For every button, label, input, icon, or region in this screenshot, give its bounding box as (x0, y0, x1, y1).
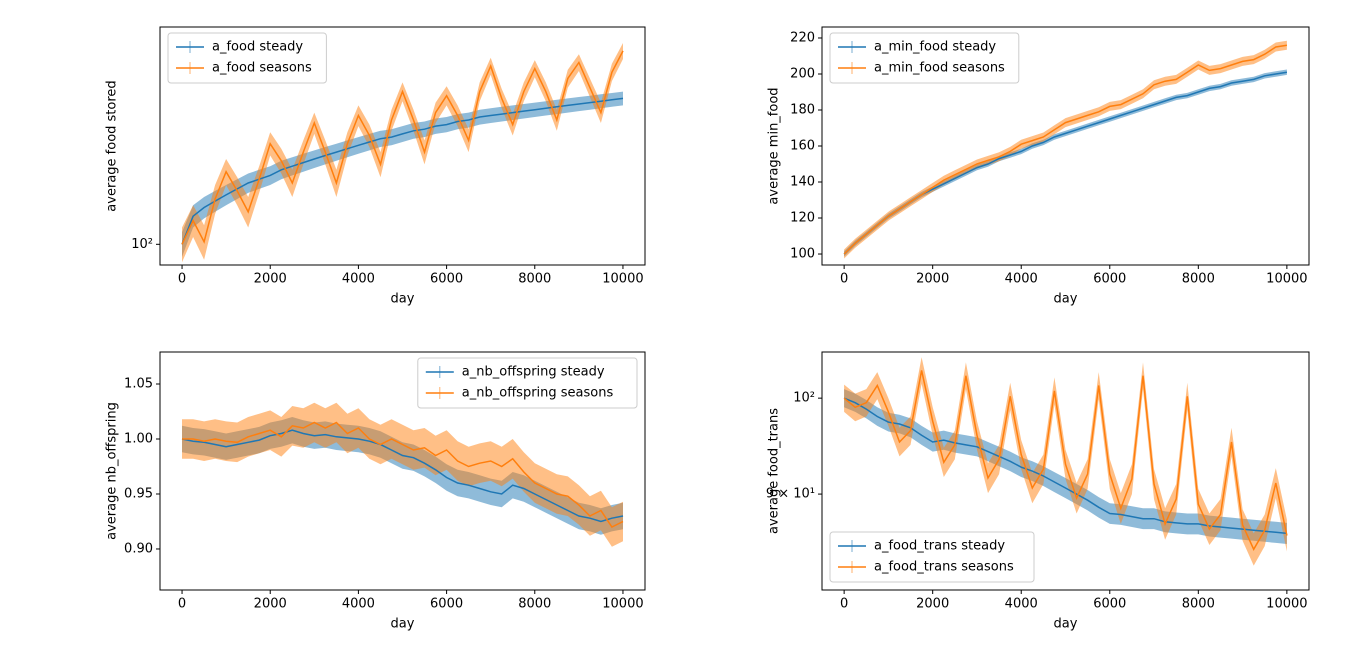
series-line (843, 397, 1287, 535)
y-tick-label: 180 (790, 102, 815, 117)
x-tick-label: 2000 (916, 597, 949, 612)
legend-label: a_food_trans steady (874, 539, 1005, 554)
series-line (181, 97, 624, 245)
x-axis-label: day (1054, 617, 1078, 632)
x-tick-label: 2000 (916, 272, 949, 287)
series-line (181, 50, 624, 245)
y-tick-label: 140 (790, 175, 815, 190)
y-tick-label: 10² (131, 237, 153, 252)
legend-label: a_nb_offspring seasons (462, 386, 614, 401)
x-tick-label: 10000 (602, 597, 643, 612)
axes-frame (821, 351, 1310, 591)
y-tick-label: 1.05 (124, 377, 153, 392)
x-tick-label: 2000 (254, 597, 287, 612)
series-line (843, 44, 1288, 255)
x-tick-label: 4000 (1005, 597, 1038, 612)
x-tick-label: 2000 (254, 272, 287, 287)
legend-label: a_food steady (212, 40, 303, 55)
x-tick-label: 10000 (602, 272, 643, 287)
legend-box (829, 32, 1020, 84)
x-tick-label: 0 (840, 597, 848, 612)
x-tick-label: 4000 (1005, 272, 1038, 287)
error-band (182, 402, 623, 547)
x-tick-label: 6000 (430, 272, 463, 287)
legend-label: a_min_food seasons (874, 61, 1005, 76)
axes-frame (159, 351, 646, 591)
series-line (843, 370, 1288, 551)
y-axis-label: average min_food (767, 87, 782, 204)
legend-box (417, 357, 638, 409)
x-tick-label: 8000 (518, 597, 551, 612)
y-tick-label: 0.90 (124, 541, 153, 556)
error-band (182, 43, 623, 263)
y-tick-label: 10² (793, 391, 815, 406)
error-band (844, 40, 1287, 259)
y-axis-label: average food_trans (767, 408, 782, 534)
x-tick-label: 10000 (1266, 272, 1307, 287)
x-axis-label: day (391, 617, 415, 632)
x-axis-label: day (391, 292, 415, 307)
x-tick-label: 10000 (1266, 597, 1307, 612)
series-line (182, 421, 624, 528)
y-tick-label: 1.00 (124, 431, 153, 446)
x-axis-label: day (1054, 292, 1078, 307)
x-tick-label: 8000 (1182, 597, 1215, 612)
legend-label: a_nb_offspring steady (462, 365, 605, 380)
legend-label: a_food seasons (212, 61, 312, 76)
y-tick-label: 220 (790, 30, 815, 45)
error-band (182, 91, 623, 257)
series-line (181, 429, 624, 523)
legend-box (829, 531, 1035, 583)
x-tick-label: 6000 (1093, 272, 1126, 287)
legend-label: a_min_food steady (874, 40, 996, 55)
x-tick-label: 8000 (1182, 272, 1215, 287)
axes-frame (159, 26, 646, 266)
y-tick-label: 100 (790, 247, 815, 262)
legend-label: a_food_trans seasons (874, 560, 1014, 575)
x-tick-label: 4000 (342, 597, 375, 612)
x-tick-label: 0 (840, 272, 848, 287)
x-tick-label: 8000 (518, 272, 551, 287)
y-tick-label: 0.95 (124, 486, 153, 501)
legend-box (167, 32, 327, 84)
y-axis-label: average food stored (105, 80, 120, 211)
x-tick-label: 4000 (342, 272, 375, 287)
x-tick-label: 0 (178, 597, 186, 612)
y-tick-label: 120 (790, 211, 815, 226)
y-axis-label: average nb_offspring (105, 402, 120, 540)
series-line (843, 71, 1288, 255)
error-band (844, 69, 1287, 257)
x-tick-label: 6000 (1093, 597, 1126, 612)
x-tick-label: 0 (178, 272, 186, 287)
x-tick-label: 6000 (430, 597, 463, 612)
y-tick-label: 9 × 10¹ (766, 487, 815, 502)
y-tick-label: 200 (790, 66, 815, 81)
y-tick-label: 160 (790, 139, 815, 154)
